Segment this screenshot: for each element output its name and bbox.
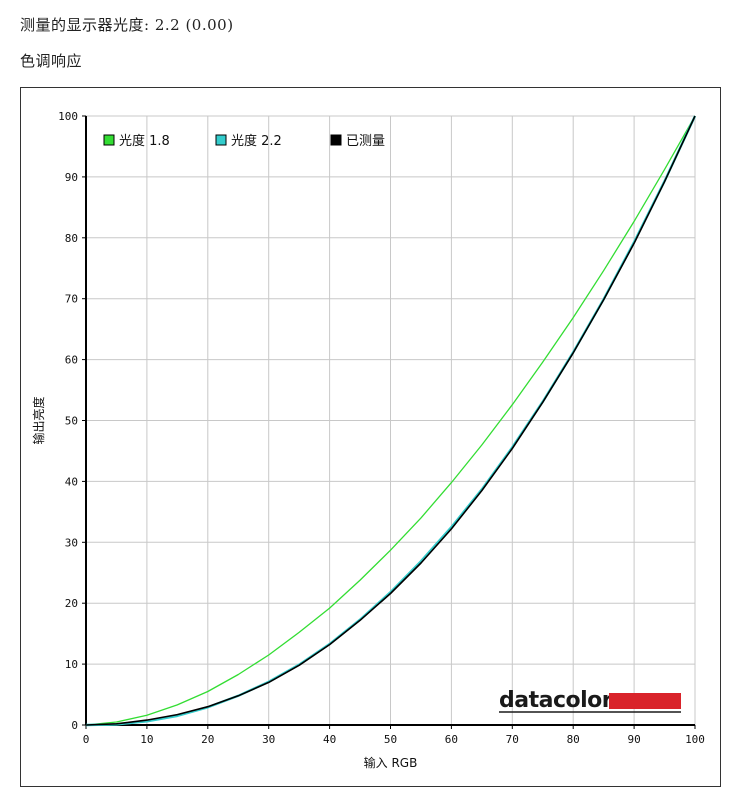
- legend-label-1: 光度 1.8: [119, 133, 170, 149]
- legend-swatch-3: [330, 134, 342, 146]
- y-tick-label: 50: [65, 415, 78, 428]
- y-tick-label: 0: [71, 719, 78, 732]
- x-tick-label: 30: [262, 733, 275, 746]
- x-tick-label: 10: [140, 733, 153, 746]
- y-tick-label: 90: [65, 171, 78, 184]
- tone-response-heading: 色调响应: [20, 52, 83, 70]
- y-tick-label: 10: [65, 658, 78, 671]
- datacolor-logo-text: datacolor: [499, 688, 613, 713]
- x-tick-label: 70: [506, 733, 519, 746]
- series-line-3: [85, 115, 696, 726]
- y-tick-label: 60: [65, 354, 78, 367]
- y-tick-label: 20: [65, 597, 78, 610]
- x-tick-label: 60: [445, 733, 458, 746]
- x-axis-title: 输入 RGB: [364, 755, 418, 770]
- legend-swatch-1: [103, 134, 115, 146]
- x-tick-label: 0: [83, 733, 90, 746]
- measured-gamma-heading: 测量的显示器光度: 2.2 (0.00): [20, 16, 234, 34]
- x-tick-label: 80: [567, 733, 580, 746]
- y-tick-label: 30: [65, 536, 78, 549]
- y-tick-label: 70: [65, 293, 78, 306]
- legend-label-3: 已测量: [346, 134, 385, 149]
- datacolor-logo-bar: [609, 693, 681, 709]
- series-line-1: [85, 115, 696, 726]
- y-tick-label: 100: [58, 110, 78, 123]
- x-tick-label: 90: [627, 733, 640, 746]
- x-tick-label: 20: [201, 733, 214, 746]
- x-tick-label: 50: [384, 733, 397, 746]
- y-tick-label: 80: [65, 232, 78, 245]
- chart-frame: 0 10 20 30 40 50 60 70 80 90 100 0 10 20 30 40 50 60 70 80 9…: [20, 87, 721, 787]
- legend-swatch-2: [215, 134, 227, 146]
- x-tick-label: 100: [685, 733, 705, 746]
- x-tick-label: 40: [323, 733, 336, 746]
- y-tick-label: 40: [65, 475, 78, 488]
- tone-response-chart: 0 10 20 30 40 50 60 70 80 90 100 0 10 20 30 40 50 60 70 80 9…: [31, 110, 705, 770]
- y-axis-title: 输出亮度: [31, 396, 46, 444]
- legend-label-2: 光度 2.2: [231, 133, 282, 149]
